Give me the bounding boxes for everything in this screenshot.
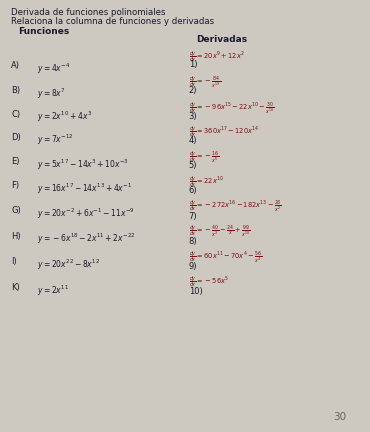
Text: $\frac{dy}{dx} = -96x^{15} - 22x^{10} - \frac{30}{x^{10}}$: $\frac{dy}{dx} = -96x^{15} - 22x^{10} - … (189, 100, 275, 116)
Text: H): H) (11, 232, 21, 241)
Text: $\frac{dy}{dx} = -\frac{40}{x^{3}} - \frac{24}{x} + \frac{99}{x^{10}}$: $\frac{dy}{dx} = -\frac{40}{x^{3}} - \fr… (189, 224, 250, 239)
Text: $\frac{dy}{dx} = -56x^{5}$: $\frac{dy}{dx} = -56x^{5}$ (189, 274, 229, 289)
Text: $\frac{dy}{dx} = 20x^{9} + 12x^{2}$: $\frac{dy}{dx} = 20x^{9} + 12x^{2}$ (189, 49, 245, 64)
Text: I): I) (11, 257, 17, 267)
Text: Derivadas: Derivadas (196, 35, 247, 44)
Text: $\frac{dy}{dx} = 22x^{10}$: $\frac{dy}{dx} = 22x^{10}$ (189, 175, 223, 189)
Text: $y = 5x^{17} - 14x^{3} + 10x^{-3}$: $y = 5x^{17} - 14x^{3} + 10x^{-3}$ (37, 157, 129, 172)
Text: K): K) (11, 283, 20, 292)
Text: $\frac{dy}{dx} = 60x^{11} - 70x^{4} - \frac{56}{x^{4}}$: $\frac{dy}{dx} = 60x^{11} - 70x^{4} - \f… (189, 249, 262, 264)
Text: D): D) (11, 133, 21, 142)
Text: $y = 4x^{-4}$: $y = 4x^{-4}$ (37, 61, 70, 76)
Text: A): A) (11, 61, 20, 70)
Text: $y = 2x^{10} + 4x^{3}$: $y = 2x^{10} + 4x^{3}$ (37, 110, 92, 124)
Text: Relaciona la columna de funciones y derivadas: Relaciona la columna de funciones y deri… (11, 17, 214, 26)
Text: 9): 9) (189, 262, 197, 271)
Text: $y = 8x^{7}$: $y = 8x^{7}$ (37, 86, 66, 101)
Text: B): B) (11, 86, 20, 95)
Text: 7): 7) (189, 212, 197, 221)
Text: Derivada de funciones polinomiales: Derivada de funciones polinomiales (11, 8, 166, 17)
Text: 4): 4) (189, 136, 197, 145)
Text: $y = -6x^{18} - 2x^{11} + 2x^{-22}$: $y = -6x^{18} - 2x^{11} + 2x^{-22}$ (37, 232, 135, 246)
Text: $y = 20x^{-2} + 6x^{-1} - 11x^{-9}$: $y = 20x^{-2} + 6x^{-1} - 11x^{-9}$ (37, 206, 135, 221)
Text: 10): 10) (189, 287, 202, 296)
Text: 2): 2) (189, 86, 197, 95)
Text: $y = 7x^{-12}$: $y = 7x^{-12}$ (37, 133, 74, 147)
Text: 1): 1) (189, 60, 197, 69)
Text: E): E) (11, 157, 20, 166)
Text: 6): 6) (189, 186, 197, 195)
Text: $\frac{dy}{dx} = -\frac{84}{x^{13}}$: $\frac{dy}{dx} = -\frac{84}{x^{13}}$ (189, 74, 221, 90)
Text: $y = 20x^{22} - 8x^{12}$: $y = 20x^{22} - 8x^{12}$ (37, 257, 100, 272)
Text: Funciones: Funciones (18, 27, 70, 36)
Text: $\frac{dy}{dx} = -\frac{16}{x^{5}}$: $\frac{dy}{dx} = -\frac{16}{x^{5}}$ (189, 149, 219, 165)
Text: $y = 2x^{11}$: $y = 2x^{11}$ (37, 283, 69, 298)
Text: C): C) (11, 110, 20, 119)
Text: F): F) (11, 181, 19, 191)
Text: 8): 8) (189, 237, 197, 246)
Text: $\frac{dy}{dx} = 360x^{17} - 120x^{14}$: $\frac{dy}{dx} = 360x^{17} - 120x^{14}$ (189, 124, 259, 139)
Text: $\frac{dy}{dx} = -272x^{16} - 182x^{13} - \frac{28}{x^{2}}$: $\frac{dy}{dx} = -272x^{16} - 182x^{13} … (189, 199, 282, 214)
Text: 5): 5) (189, 161, 197, 170)
Text: 30: 30 (333, 413, 346, 422)
Text: 3): 3) (189, 112, 197, 121)
Text: $y = 16x^{17} - 14x^{13} + 4x^{-1}$: $y = 16x^{17} - 14x^{13} + 4x^{-1}$ (37, 181, 132, 196)
Text: G): G) (11, 206, 21, 216)
